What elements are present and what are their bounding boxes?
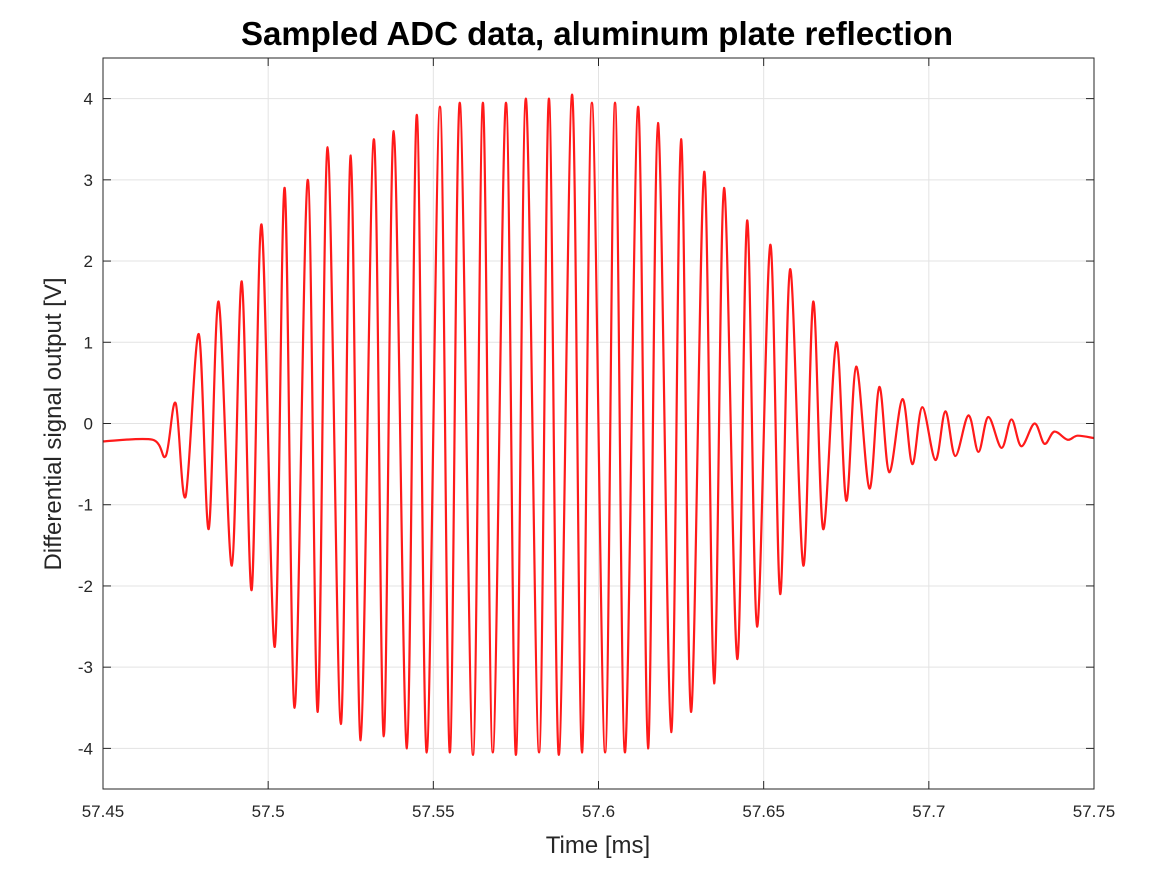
y-axis-ticks: 4 3 2 1 0 -1 -2 -3 -4 <box>78 90 1094 758</box>
y-tick-label: -4 <box>78 739 93 758</box>
x-tick-label: 57.5 <box>252 802 285 821</box>
chart-title: Sampled ADC data, aluminum plate reflect… <box>241 15 953 52</box>
x-axis-ticks: 57.45 57.5 57.55 57.6 57.65 57.7 57.75 <box>82 58 1116 821</box>
x-tick-label: 57.65 <box>742 802 785 821</box>
x-tick-label: 57.45 <box>82 802 125 821</box>
y-tick-label: 2 <box>84 252 93 271</box>
y-tick-label: 4 <box>84 90 93 109</box>
y-tick-label: -3 <box>78 658 93 677</box>
y-tick-label: 1 <box>84 333 93 352</box>
y-tick-label: 0 <box>84 415 93 434</box>
y-tick-label: 3 <box>84 171 93 190</box>
y-axis-label: Differential signal output [V] <box>40 277 67 570</box>
plot-area <box>102 93 1095 756</box>
signal-line <box>102 93 1095 756</box>
x-axis-label: Time [ms] <box>546 832 650 859</box>
x-tick-label: 57.6 <box>582 802 615 821</box>
y-tick-label: -1 <box>78 496 93 515</box>
y-tick-label: -2 <box>78 577 93 596</box>
x-tick-label: 57.7 <box>912 802 945 821</box>
x-tick-label: 57.55 <box>412 802 455 821</box>
x-tick-label: 57.75 <box>1073 802 1116 821</box>
